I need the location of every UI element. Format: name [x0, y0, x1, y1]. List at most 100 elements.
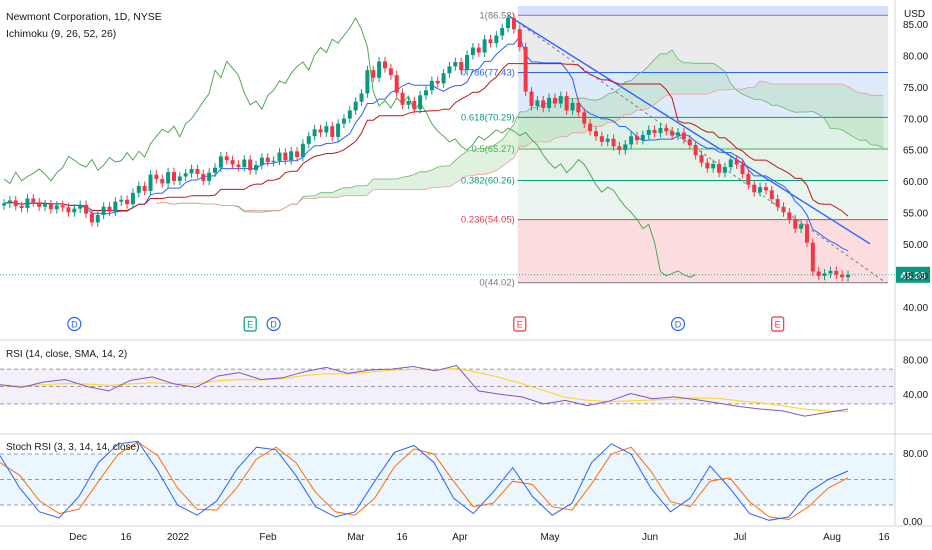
candle-body[interactable]: [758, 187, 763, 193]
candle-body[interactable]: [130, 192, 135, 205]
candle-body[interactable]: [652, 129, 657, 134]
candle-body[interactable]: [629, 136, 634, 145]
candle-body[interactable]: [804, 224, 809, 243]
candle-body[interactable]: [664, 128, 669, 132]
candle-body[interactable]: [324, 126, 329, 133]
candle-body[interactable]: [289, 151, 294, 161]
candle-body[interactable]: [295, 151, 300, 157]
candle-body[interactable]: [828, 270, 833, 274]
candle-body[interactable]: [623, 144, 628, 151]
candle-body[interactable]: [763, 187, 768, 191]
candle-body[interactable]: [341, 118, 346, 124]
candle-body[interactable]: [353, 101, 358, 111]
candle-body[interactable]: [476, 47, 481, 53]
candle-body[interactable]: [277, 152, 282, 161]
candle-body[interactable]: [799, 224, 804, 229]
candle-body[interactable]: [213, 167, 217, 173]
rsi-panel[interactable]: [0, 365, 895, 417]
candle-body[interactable]: [113, 201, 118, 212]
candle-body[interactable]: [687, 139, 692, 146]
candle-body[interactable]: [424, 90, 428, 96]
candle-body[interactable]: [271, 160, 276, 163]
candle-body[interactable]: [459, 61, 464, 71]
candle-body[interactable]: [195, 168, 200, 174]
candle-body[interactable]: [7, 200, 12, 204]
candle-body[interactable]: [160, 179, 165, 184]
candle-body[interactable]: [218, 156, 223, 168]
candle-body[interactable]: [658, 128, 663, 134]
trendline-dashed[interactable]: [507, 15, 887, 284]
candle-body[interactable]: [576, 102, 581, 113]
candle-body[interactable]: [722, 167, 727, 173]
candle-body[interactable]: [535, 100, 540, 107]
candle-body[interactable]: [248, 159, 253, 171]
candle-body[interactable]: [541, 100, 546, 108]
candle-body[interactable]: [189, 168, 194, 174]
candle-body[interactable]: [148, 174, 153, 191]
candle-body[interactable]: [670, 131, 675, 136]
candle-body[interactable]: [119, 199, 124, 202]
candle-body[interactable]: [377, 61, 382, 78]
candle-body[interactable]: [388, 68, 393, 76]
candle-body[interactable]: [465, 55, 470, 71]
candle-body[interactable]: [254, 165, 259, 171]
candle-body[interactable]: [48, 204, 53, 210]
candle-body[interactable]: [681, 132, 686, 140]
candle-body[interactable]: [529, 91, 534, 107]
candle-body[interactable]: [177, 176, 182, 181]
candle-body[interactable]: [166, 172, 171, 184]
candle-body[interactable]: [482, 39, 487, 53]
candle-body[interactable]: [810, 242, 815, 272]
candle-body[interactable]: [54, 205, 59, 210]
candle-body[interactable]: [769, 190, 774, 200]
candle-body[interactable]: [834, 270, 839, 275]
candle-body[interactable]: [136, 185, 141, 193]
candle-body[interactable]: [447, 66, 452, 74]
candle-body[interactable]: [506, 17, 511, 29]
candle-body[interactable]: [787, 212, 792, 220]
candle-body[interactable]: [564, 95, 569, 111]
candle-body[interactable]: [617, 146, 622, 151]
candle-body[interactable]: [435, 80, 440, 84]
candle-body[interactable]: [846, 274, 850, 278]
candle-body[interactable]: [224, 156, 229, 161]
candle-body[interactable]: [605, 138, 610, 142]
earnings-marker[interactable]: [513, 316, 527, 332]
candle-body[interactable]: [201, 173, 206, 181]
candle-body[interactable]: [640, 134, 645, 141]
candle-body[interactable]: [840, 274, 845, 278]
candle-body[interactable]: [717, 163, 722, 173]
candle-body[interactable]: [500, 28, 505, 36]
earnings-marker[interactable]: [771, 316, 785, 332]
candle-body[interactable]: [676, 132, 681, 136]
earnings-marker[interactable]: [243, 316, 257, 332]
candle-body[interactable]: [2, 203, 6, 206]
candle-body[interactable]: [705, 162, 710, 169]
candle-body[interactable]: [60, 205, 65, 208]
candle-body[interactable]: [711, 163, 716, 169]
candle-body[interactable]: [236, 164, 241, 168]
candle-body[interactable]: [101, 206, 106, 215]
candle-body[interactable]: [183, 173, 188, 177]
candle-body[interactable]: [746, 173, 751, 185]
candle-body[interactable]: [31, 198, 36, 203]
candle-body[interactable]: [306, 136, 311, 144]
candle-body[interactable]: [25, 198, 30, 208]
stoch-d-line[interactable]: [0, 441, 849, 521]
dividend-marker[interactable]: [670, 316, 686, 332]
candle-body[interactable]: [611, 138, 616, 147]
candle-body[interactable]: [588, 123, 593, 132]
candle-body[interactable]: [107, 206, 112, 212]
candle-body[interactable]: [347, 110, 352, 119]
candle-body[interactable]: [558, 95, 563, 104]
candle-body[interactable]: [207, 172, 212, 181]
candle-body[interactable]: [95, 214, 100, 223]
candle-body[interactable]: [734, 159, 739, 165]
candle-body[interactable]: [511, 17, 516, 30]
candle-body[interactable]: [599, 136, 604, 142]
stoch-k-line[interactable]: [0, 440, 849, 521]
candle-body[interactable]: [646, 129, 651, 135]
candle-body[interactable]: [441, 73, 446, 84]
candle-body[interactable]: [494, 35, 499, 44]
